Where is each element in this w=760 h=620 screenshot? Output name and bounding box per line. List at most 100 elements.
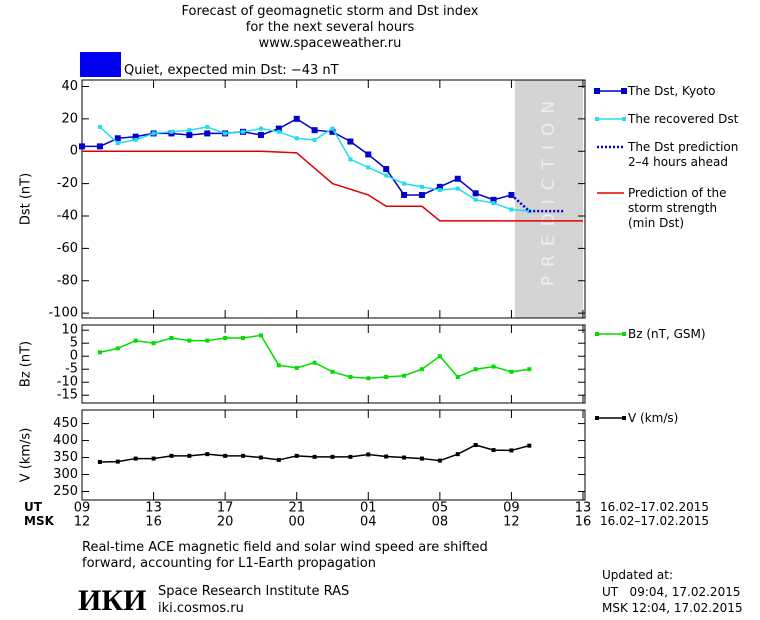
point bbox=[402, 373, 407, 378]
point bbox=[311, 127, 318, 134]
legend-marker bbox=[621, 88, 627, 94]
y-tick-label: -5 bbox=[65, 362, 78, 377]
point bbox=[509, 207, 514, 212]
legend-marker bbox=[595, 416, 599, 420]
point bbox=[133, 338, 138, 343]
point bbox=[204, 130, 211, 137]
plot-frame bbox=[81, 409, 586, 501]
point bbox=[312, 360, 317, 365]
point bbox=[133, 137, 138, 142]
y-tick-label: 20 bbox=[61, 111, 78, 126]
msk-tick-label: 12 bbox=[74, 515, 91, 530]
x-tick-label: 01 bbox=[360, 501, 377, 516]
logo: ИКИ bbox=[78, 584, 147, 617]
legend-marker bbox=[622, 332, 626, 336]
point bbox=[187, 453, 192, 458]
prediction-region bbox=[515, 80, 583, 318]
y-tick-label: -40 bbox=[57, 209, 78, 224]
point bbox=[223, 336, 228, 340]
point bbox=[402, 455, 407, 460]
title-line: www.spaceweather.ru bbox=[258, 36, 402, 51]
site: iki.cosmos.ru bbox=[158, 601, 244, 616]
point bbox=[419, 367, 424, 372]
point bbox=[419, 184, 424, 189]
point bbox=[347, 138, 354, 145]
point bbox=[257, 132, 264, 139]
y-tick-label: -60 bbox=[57, 241, 78, 256]
y-tick-label: 450 bbox=[53, 416, 78, 431]
point bbox=[437, 354, 442, 359]
title-line: Forecast of geomagnetic storm and Dst in… bbox=[181, 4, 479, 19]
ut-label: UT bbox=[24, 500, 42, 514]
point bbox=[96, 143, 103, 150]
point bbox=[454, 175, 461, 182]
point bbox=[473, 197, 478, 202]
msk-label: MSK bbox=[24, 514, 54, 528]
point bbox=[169, 336, 174, 340]
x-tick-label: 09 bbox=[74, 501, 91, 516]
plot-frame bbox=[81, 79, 586, 319]
point bbox=[348, 454, 353, 459]
date-range: 16.02–17.02.2015 bbox=[600, 514, 710, 528]
y-tick-label: 250 bbox=[53, 484, 78, 499]
point bbox=[401, 191, 408, 198]
legend-label: V (km/s) bbox=[628, 411, 679, 425]
point bbox=[366, 452, 371, 457]
point bbox=[473, 442, 478, 447]
x-tick-label: 13 bbox=[145, 501, 162, 516]
y-axis-label: V (km/s) bbox=[19, 428, 34, 483]
point bbox=[169, 453, 174, 458]
point bbox=[133, 456, 138, 461]
point bbox=[365, 151, 372, 158]
legend-marker bbox=[594, 88, 600, 94]
point bbox=[258, 333, 263, 338]
updated-line: Updated at: bbox=[602, 568, 673, 582]
point bbox=[491, 201, 496, 206]
y-tick-label: 5 bbox=[70, 336, 78, 351]
point bbox=[455, 375, 460, 379]
point bbox=[418, 191, 425, 198]
series-line bbox=[99, 444, 530, 463]
point bbox=[223, 131, 228, 136]
point bbox=[151, 456, 156, 461]
note-line: forward, accounting for L1-Earth propaga… bbox=[82, 556, 376, 571]
point bbox=[312, 137, 317, 142]
point bbox=[293, 115, 300, 122]
y-axis-label: Dst (nT) bbox=[19, 173, 34, 225]
y-tick-label: -100 bbox=[48, 306, 78, 321]
msk-tick-label: 16 bbox=[145, 515, 162, 530]
point bbox=[186, 132, 193, 139]
msk-tick-label: 20 bbox=[217, 515, 234, 530]
point bbox=[275, 125, 282, 132]
y-tick-label: -20 bbox=[57, 176, 78, 191]
point bbox=[294, 136, 299, 141]
title-line: for the next several hours bbox=[245, 20, 415, 35]
point bbox=[490, 196, 497, 203]
point bbox=[491, 448, 496, 453]
point bbox=[241, 336, 246, 340]
point bbox=[366, 165, 371, 170]
point bbox=[169, 129, 174, 134]
legend-label: Prediction of the storm strength (min Ds… bbox=[628, 186, 727, 230]
point bbox=[330, 126, 335, 131]
point bbox=[383, 166, 390, 173]
legend-marker bbox=[622, 416, 626, 420]
msk-tick-label: 16 bbox=[575, 515, 592, 530]
point bbox=[491, 364, 496, 369]
point bbox=[241, 453, 246, 458]
legend-label: Bz (nT, GSM) bbox=[628, 327, 706, 341]
series-line bbox=[82, 150, 583, 222]
point bbox=[366, 376, 371, 381]
status-text: Quiet, expected min Dst: −43 nT bbox=[124, 63, 339, 78]
point bbox=[312, 454, 317, 459]
series-line bbox=[510, 194, 566, 213]
legend-label: The Dst prediction 2–4 hours ahead bbox=[628, 140, 739, 169]
point bbox=[187, 128, 192, 133]
point bbox=[241, 129, 246, 134]
y-tick-label: 350 bbox=[53, 450, 78, 465]
series-line bbox=[82, 117, 512, 201]
point bbox=[436, 183, 443, 190]
point bbox=[115, 346, 120, 351]
